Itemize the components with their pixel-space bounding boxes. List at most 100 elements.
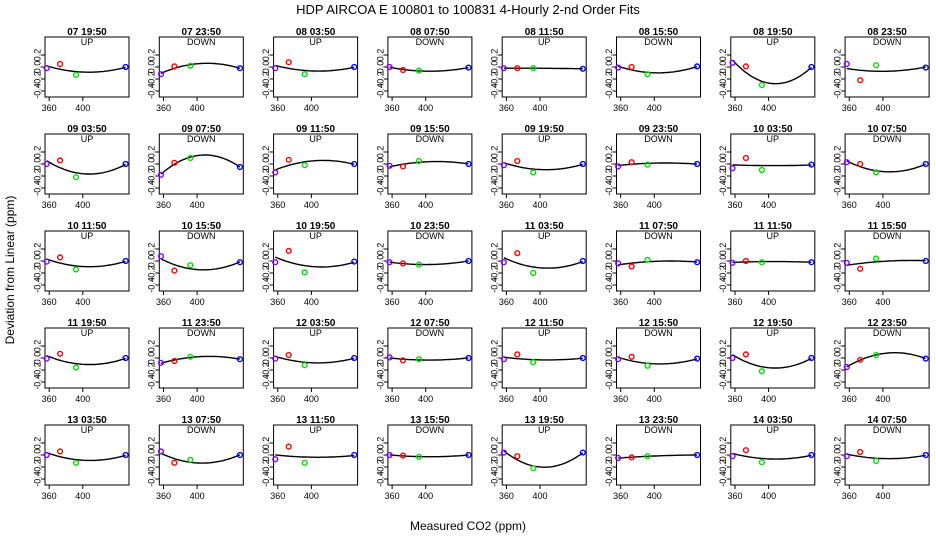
y-tick-label: 0.2 <box>718 49 728 62</box>
panel-direction: DOWN <box>644 231 673 241</box>
y-tick-label: 0.0 <box>490 449 500 462</box>
data-point <box>285 59 292 66</box>
y-tick-label: 0.0 <box>147 449 157 462</box>
data-point <box>157 71 165 78</box>
x-tick-label: 360 <box>42 491 57 501</box>
fit-curve <box>732 260 812 264</box>
x-tick-label: 360 <box>156 297 171 307</box>
y-tick-label: -0.4 <box>32 471 42 487</box>
panel-title: 09 07:50 <box>182 124 222 135</box>
data-point <box>694 259 701 266</box>
y-tick-label: -0.2 <box>490 265 500 281</box>
y-tick-label: -0.2 <box>718 168 728 184</box>
y-tick-label: 0.2 <box>604 243 614 256</box>
data-point <box>57 448 64 455</box>
y-tick-label: 0.2 <box>604 437 614 450</box>
data-point <box>742 257 750 265</box>
fit-curve <box>846 453 926 460</box>
y-tick-label: -0.2 <box>375 459 385 475</box>
y-tick-label: -0.4 <box>147 277 157 293</box>
x-tick-label: 400 <box>190 200 205 210</box>
fit-curve <box>160 258 241 271</box>
y-tick-label: -0.2 <box>718 265 728 281</box>
data-point <box>922 64 929 71</box>
data-point <box>301 162 308 169</box>
data-point <box>579 160 586 168</box>
data-point <box>500 356 507 363</box>
data-point <box>399 163 407 170</box>
y-tick-label: -0.2 <box>147 265 157 281</box>
panel-direction: DOWN <box>644 134 673 144</box>
panel-title: 11 15:50 <box>868 221 907 232</box>
y-tick-label: 0.0 <box>832 352 842 365</box>
panel-title: 12 19:50 <box>753 318 793 329</box>
x-tick-label: 400 <box>761 394 776 404</box>
x-tick-label: 400 <box>75 394 90 404</box>
data-point <box>742 63 750 70</box>
y-tick-label: -0.2 <box>32 71 42 87</box>
data-point <box>285 351 292 359</box>
y-tick-label: 0.0 <box>832 449 842 462</box>
y-tick-label: -0.2 <box>604 459 614 475</box>
y-tick-label: -0.2 <box>261 71 271 87</box>
y-tick-label: -0.4 <box>718 180 728 196</box>
panel-title: 11 07:50 <box>639 221 678 232</box>
y-tick-label: 0.0 <box>147 255 157 268</box>
y-tick-label: 0.2 <box>32 437 42 450</box>
x-tick-label: 400 <box>75 103 90 113</box>
x-tick-label: 400 <box>418 394 433 404</box>
y-tick-label: -0.4 <box>147 374 157 390</box>
data-point <box>694 160 701 168</box>
x-tick-label: 400 <box>418 297 433 307</box>
y-tick-label: 0.0 <box>718 255 728 268</box>
data-point <box>301 459 308 466</box>
x-tick-label: 400 <box>75 491 90 501</box>
data-point <box>43 258 50 265</box>
panel-direction: DOWN <box>416 425 445 435</box>
fit-curve <box>618 260 698 266</box>
panel-title: 08 19:50 <box>753 27 793 38</box>
data-point <box>386 259 393 266</box>
y-tick-label: 0.0 <box>718 61 728 74</box>
data-point <box>72 174 80 181</box>
y-tick-label: -0.2 <box>604 71 614 87</box>
data-point <box>615 163 622 170</box>
x-tick-label: 360 <box>156 103 171 113</box>
data-point <box>301 269 308 276</box>
data-point <box>122 354 129 362</box>
data-point <box>285 443 292 450</box>
fit-curve <box>846 352 926 368</box>
data-point <box>465 451 472 459</box>
x-tick-label: 400 <box>761 103 776 113</box>
y-tick-label: 0.2 <box>718 243 728 256</box>
x-tick-label: 400 <box>75 297 90 307</box>
data-point <box>122 257 129 265</box>
y-tick-label: -0.4 <box>32 180 42 196</box>
panel-direction: UP <box>767 134 780 144</box>
y-tick-label: -0.2 <box>375 71 385 87</box>
y-tick-label: 0.0 <box>832 255 842 268</box>
data-point <box>236 259 244 266</box>
panel-title: 10 07:50 <box>867 124 907 135</box>
x-tick-label: 360 <box>385 200 400 210</box>
x-tick-label: 360 <box>499 394 514 404</box>
data-point <box>500 449 507 456</box>
y-tick-label: -0.4 <box>604 471 614 487</box>
panel-title: 13 23:50 <box>639 415 679 426</box>
x-tick-label: 360 <box>613 394 628 404</box>
data-point <box>43 451 50 459</box>
y-tick-label: -0.4 <box>490 374 500 390</box>
data-point <box>857 160 864 168</box>
panel-direction: DOWN <box>873 134 902 144</box>
y-tick-label: -0.4 <box>832 180 842 196</box>
panel-direction: UP <box>538 134 551 144</box>
fit-curve <box>160 452 241 464</box>
panel-title: 07 23:50 <box>182 27 222 38</box>
data-point <box>615 356 622 363</box>
